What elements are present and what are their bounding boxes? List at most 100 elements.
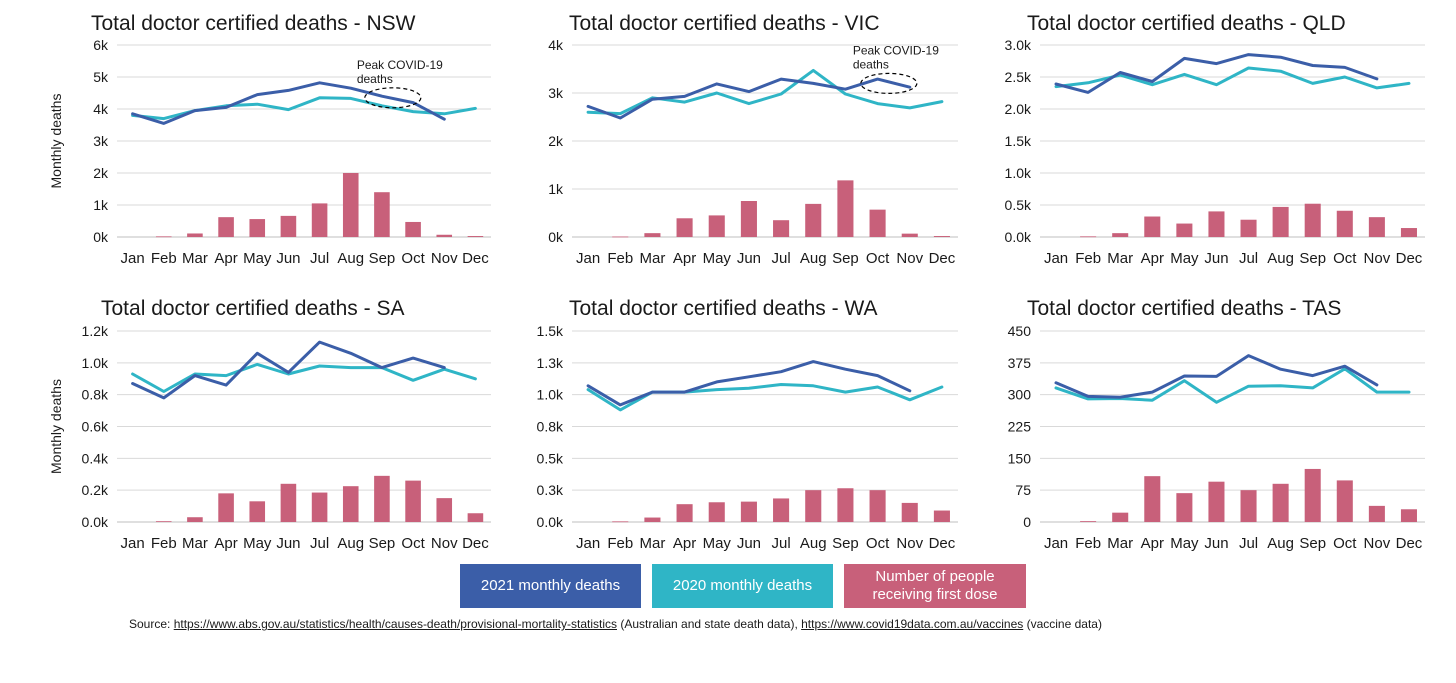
bar-first-dose bbox=[1272, 483, 1289, 522]
bar-first-dose bbox=[740, 201, 757, 237]
bar-first-dose bbox=[1208, 211, 1225, 237]
x-tick-label: Mar bbox=[182, 250, 208, 267]
bar-first-dose bbox=[1336, 210, 1353, 237]
bar-first-dose bbox=[1240, 219, 1257, 237]
bar-first-dose bbox=[187, 233, 203, 237]
source-link-abs[interactable]: https://www.abs.gov.au/statistics/health… bbox=[173, 617, 617, 631]
bar-first-dose bbox=[1400, 509, 1417, 522]
x-tick-label: Sep bbox=[369, 250, 396, 267]
source-link-covid19data[interactable]: https://www.covid19data.com.au/vaccines bbox=[801, 617, 1024, 631]
chart-panel: Total doctor certified deaths - QLD 0.0k 0… bbox=[1005, 12, 1425, 267]
bar-first-dose bbox=[280, 483, 297, 522]
y-tick-label: 300 bbox=[1008, 387, 1032, 403]
bar-first-dose bbox=[467, 236, 484, 237]
y-tick-label: 0.5k bbox=[537, 450, 564, 466]
x-tick-label: Oct bbox=[866, 535, 890, 552]
x-tick-label: Jun bbox=[276, 535, 300, 552]
bar-first-dose bbox=[805, 203, 822, 237]
x-tick-label: Mar bbox=[1107, 535, 1133, 552]
y-tick-label: 0 bbox=[1023, 514, 1031, 530]
y-tick-label: 3k bbox=[548, 85, 564, 101]
bar-first-dose bbox=[249, 501, 266, 522]
x-tick-label: May bbox=[703, 535, 732, 552]
chart-title: Total doctor certified deaths - QLD bbox=[1027, 12, 1346, 35]
annotation-text: deaths bbox=[357, 72, 393, 86]
y-tick-label: 3k bbox=[93, 133, 109, 149]
bar-first-dose bbox=[467, 513, 484, 522]
x-tick-label: Aug bbox=[1267, 250, 1294, 267]
y-tick-label: 1.0k bbox=[537, 387, 564, 403]
y-tick-label: 0k bbox=[548, 229, 564, 245]
bar-first-dose bbox=[1304, 468, 1321, 522]
x-tick-label: May bbox=[243, 535, 272, 552]
bar-first-dose bbox=[1176, 223, 1193, 237]
x-tick-label: Jan bbox=[576, 250, 600, 267]
x-tick-label: Apr bbox=[214, 535, 237, 552]
chart-title: Total doctor certified deaths - VIC bbox=[569, 12, 879, 35]
x-tick-label: Apr bbox=[214, 250, 237, 267]
source-desc-abs: (Australian and state death data), bbox=[617, 617, 802, 631]
x-tick-label: Feb bbox=[607, 250, 633, 267]
x-tick-label: Jun bbox=[1204, 535, 1228, 552]
x-tick-label: Jul bbox=[1239, 250, 1258, 267]
source-prefix: Source: bbox=[129, 617, 174, 631]
x-tick-label: Dec bbox=[462, 535, 489, 552]
bar-first-dose bbox=[374, 475, 390, 522]
bar-first-dose bbox=[1080, 236, 1097, 238]
chart-title: Total doctor certified deaths - WA bbox=[569, 297, 878, 320]
bar-first-dose bbox=[1400, 228, 1417, 237]
x-tick-label: Oct bbox=[401, 250, 425, 267]
bar-first-dose bbox=[773, 498, 790, 522]
y-tick-label: 3.0k bbox=[1005, 37, 1032, 53]
x-tick-label: Dec bbox=[929, 535, 956, 552]
bar-first-dose bbox=[708, 502, 725, 522]
bar-first-dose bbox=[1112, 233, 1129, 237]
line-2021-deaths bbox=[586, 77, 912, 120]
x-tick-label: May bbox=[703, 250, 732, 267]
x-tick-label: Mar bbox=[639, 535, 665, 552]
bar-first-dose bbox=[1144, 216, 1161, 237]
y-tick-label: 1.5k bbox=[1005, 133, 1032, 149]
x-tick-label: Mar bbox=[639, 250, 665, 267]
x-tick-label: Oct bbox=[401, 535, 425, 552]
bar-first-dose bbox=[405, 480, 421, 522]
x-tick-label: Nov bbox=[1364, 250, 1391, 267]
bar-first-dose bbox=[1208, 481, 1225, 522]
x-tick-label: Jul bbox=[771, 535, 790, 552]
x-tick-label: Aug bbox=[800, 535, 827, 552]
y-tick-label: 0.6k bbox=[82, 419, 109, 435]
bar-first-dose bbox=[676, 504, 693, 522]
bar-first-dose bbox=[1080, 521, 1097, 522]
bar-first-dose bbox=[1112, 512, 1129, 522]
y-axis-label: Monthly deaths bbox=[48, 94, 64, 189]
y-tick-label: 6k bbox=[93, 37, 109, 53]
chart-panel: Total doctor certified deaths - WA 0.0k 0.… bbox=[537, 297, 958, 552]
line-2020-deaths bbox=[131, 362, 477, 393]
y-tick-label: 0.2k bbox=[82, 482, 109, 498]
y-tick-label: 5k bbox=[93, 69, 109, 85]
x-tick-label: Dec bbox=[1396, 535, 1423, 552]
chart-panel: Total doctor certified deaths - VIC 0k 1k 2… bbox=[548, 12, 958, 267]
x-tick-label: Feb bbox=[151, 535, 177, 552]
y-tick-label: 0.8k bbox=[82, 387, 109, 403]
bar-first-dose bbox=[901, 233, 918, 237]
bar-first-dose bbox=[436, 234, 453, 237]
legend-first-dose: Number of people receiving first dose bbox=[844, 564, 1026, 608]
bar-first-dose bbox=[612, 236, 629, 238]
x-tick-label: Mar bbox=[182, 535, 208, 552]
bar-first-dose bbox=[612, 521, 629, 523]
bar-first-dose bbox=[1176, 493, 1193, 522]
bar-first-dose bbox=[676, 218, 693, 237]
bar-first-dose bbox=[1240, 490, 1257, 522]
y-tick-label: 2.5k bbox=[1005, 69, 1032, 85]
x-tick-label: Apr bbox=[673, 535, 696, 552]
line-2021-deaths bbox=[1054, 53, 1379, 94]
y-tick-label: 0.5k bbox=[1005, 197, 1032, 213]
x-tick-label: Jan bbox=[120, 535, 144, 552]
y-tick-label: 1.2k bbox=[82, 323, 109, 339]
x-tick-label: Jan bbox=[576, 535, 600, 552]
chart-panel: Total doctor certified deaths - TAS 0 75 15… bbox=[1008, 297, 1425, 552]
x-tick-label: Sep bbox=[1299, 535, 1326, 552]
x-tick-label: Sep bbox=[369, 535, 396, 552]
bar-first-dose bbox=[342, 173, 359, 237]
